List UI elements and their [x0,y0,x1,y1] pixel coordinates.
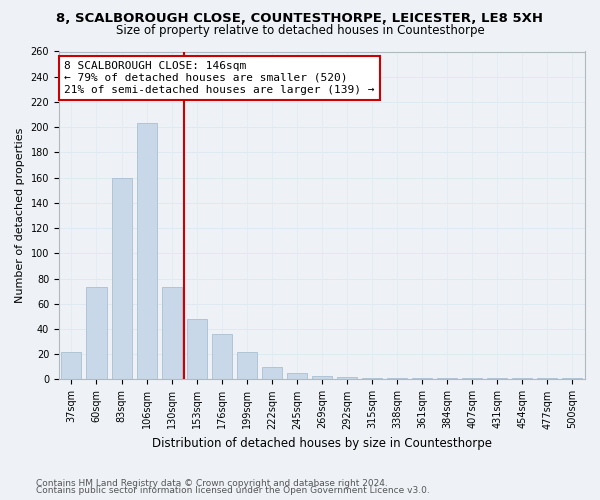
Bar [538,378,557,380]
Bar [86,288,107,380]
X-axis label: Distribution of detached houses by size in Countesthorpe: Distribution of detached houses by size … [152,437,492,450]
Bar [312,376,332,380]
Bar [512,378,532,380]
Bar [337,377,357,380]
Text: Contains HM Land Registry data © Crown copyright and database right 2024.: Contains HM Land Registry data © Crown c… [36,478,388,488]
Bar [61,352,82,380]
Text: Size of property relative to detached houses in Countesthorpe: Size of property relative to detached ho… [116,24,484,37]
Bar [362,378,382,380]
Bar [562,378,583,380]
Bar [262,367,282,380]
Bar [437,378,457,380]
Bar [487,378,508,380]
Bar [161,288,182,380]
Bar [237,352,257,380]
Text: 8 SCALBOROUGH CLOSE: 146sqm
← 79% of detached houses are smaller (520)
21% of se: 8 SCALBOROUGH CLOSE: 146sqm ← 79% of det… [64,62,374,94]
Bar [137,124,157,380]
Text: 8, SCALBOROUGH CLOSE, COUNTESTHORPE, LEICESTER, LE8 5XH: 8, SCALBOROUGH CLOSE, COUNTESTHORPE, LEI… [56,12,544,26]
Y-axis label: Number of detached properties: Number of detached properties [15,128,25,303]
Bar [387,378,407,380]
Text: Contains public sector information licensed under the Open Government Licence v3: Contains public sector information licen… [36,486,430,495]
Bar [287,373,307,380]
Bar [112,178,131,380]
Bar [212,334,232,380]
Bar [412,378,432,380]
Bar [462,378,482,380]
Bar [187,319,207,380]
